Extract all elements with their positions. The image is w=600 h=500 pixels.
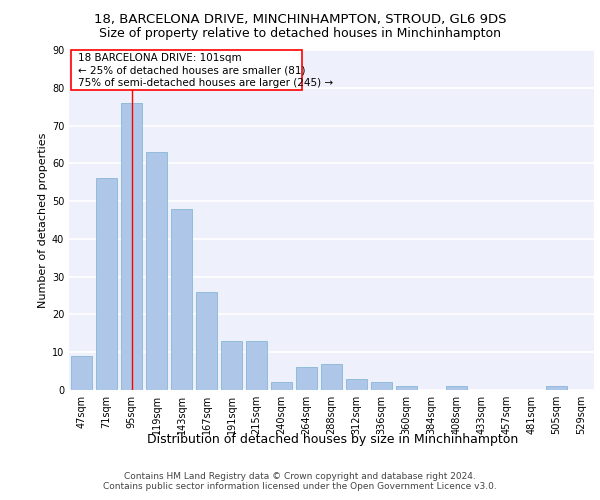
Bar (321, 364, 342, 390)
Bar (221, 341, 242, 390)
Text: Size of property relative to detached houses in Minchinhampton: Size of property relative to detached ho… (99, 28, 501, 40)
Text: Distribution of detached houses by size in Minchinhampton: Distribution of detached houses by size … (148, 432, 518, 446)
Text: 75% of semi-detached houses are larger (245) →: 75% of semi-detached houses are larger (… (79, 78, 334, 88)
Bar (296, 368, 317, 390)
Bar (446, 386, 467, 390)
Text: 18 BARCELONA DRIVE: 101sqm: 18 BARCELONA DRIVE: 101sqm (79, 54, 242, 64)
Bar (121, 103, 142, 390)
Text: ← 25% of detached houses are smaller (81): ← 25% of detached houses are smaller (81… (79, 66, 306, 76)
Text: 18, BARCELONA DRIVE, MINCHINHAMPTON, STROUD, GL6 9DS: 18, BARCELONA DRIVE, MINCHINHAMPTON, STR… (94, 12, 506, 26)
Text: Contains HM Land Registry data © Crown copyright and database right 2024.: Contains HM Land Registry data © Crown c… (124, 472, 476, 481)
Bar (96, 178, 117, 390)
Bar (346, 378, 367, 390)
Bar (371, 382, 392, 390)
Bar (546, 386, 567, 390)
Text: Contains public sector information licensed under the Open Government Licence v3: Contains public sector information licen… (103, 482, 497, 491)
Bar (71, 356, 92, 390)
Y-axis label: Number of detached properties: Number of detached properties (38, 132, 47, 308)
Bar (146, 152, 167, 390)
Bar (196, 292, 217, 390)
Bar (271, 382, 292, 390)
Bar (171, 208, 192, 390)
Bar (246, 341, 267, 390)
FancyBboxPatch shape (71, 50, 302, 90)
Bar (396, 386, 417, 390)
